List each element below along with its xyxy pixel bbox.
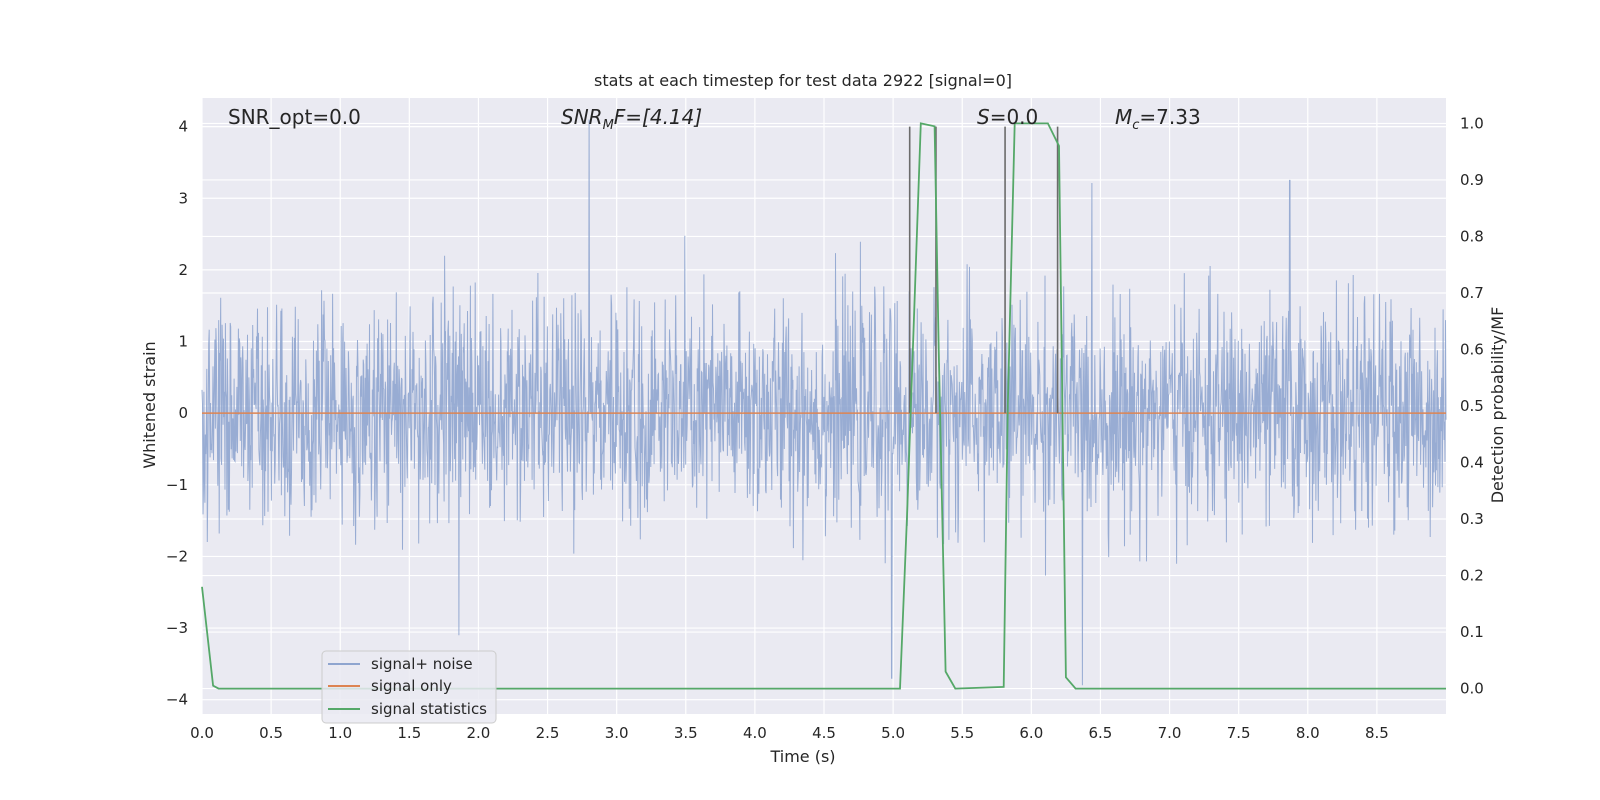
x-tick-labels: 0.0 0.5 1.0 1.5 2.0 2.5 3.0 3.5 4.0 4.5 5.0 5.5 6.0 6… — [190, 724, 1389, 742]
y-tick-label-right: 0.1 — [1460, 623, 1484, 641]
annotation-mc-sub: c — [1132, 118, 1139, 133]
x-tick-label: 1.5 — [397, 724, 421, 742]
x-tick-label: 3.5 — [674, 724, 698, 742]
x-tick-label: 7.5 — [1227, 724, 1251, 742]
annotation-mc-rest: =7.33 — [1139, 105, 1200, 129]
annotation-snr-mf-rest: F=[4.14] — [614, 105, 702, 129]
y-tick-label-right: 0.3 — [1460, 510, 1484, 528]
y-tick-label-right: 0.7 — [1460, 284, 1484, 302]
y-tick-label-right: 0.2 — [1460, 567, 1484, 585]
legend-label-signal-statistics: signal statistics — [371, 700, 487, 718]
y-tick-label-right: 0.0 — [1460, 680, 1484, 698]
y-tick-label-right: 0.5 — [1460, 397, 1484, 415]
annotation-snr-mf-main: SNR — [561, 105, 603, 129]
y-tick-label-left: −1 — [166, 476, 188, 494]
x-tick-label: 5.0 — [881, 724, 905, 742]
y-tick-label-right: 1.0 — [1460, 114, 1484, 132]
y-tick-label-right: 0.8 — [1460, 227, 1484, 245]
annotation-snr-mf: SNRMF=[4.14] — [561, 105, 702, 133]
x-tick-label: 6.5 — [1089, 724, 1113, 742]
x-tick-label: 5.5 — [950, 724, 974, 742]
y-tick-label-left: 2 — [178, 261, 188, 279]
y-tick-label-left: −2 — [166, 547, 188, 565]
x-tick-label: 3.0 — [605, 724, 629, 742]
x-tick-label: 4.5 — [812, 724, 836, 742]
x-axis-label: Time (s) — [769, 747, 835, 766]
legend-label-signal-noise: signal+ noise — [371, 655, 473, 673]
legend-label-signal-only: signal only — [371, 677, 452, 695]
x-tick-label: 0.0 — [190, 724, 214, 742]
series-signal-statistics-line — [201, 122, 1446, 690]
annotation-mc-main: M — [1115, 105, 1132, 129]
x-tick-label: 4.0 — [743, 724, 767, 742]
annotation-snr-mf-sub: M — [603, 118, 614, 133]
y-tick-label-left: 4 — [178, 118, 188, 136]
x-tick-label: 0.5 — [259, 724, 283, 742]
y-tick-labels-right: 1.0 0.9 0.8 0.7 0.6 0.5 0.4 0.3 0.2 0.1 0.0 — [1460, 114, 1484, 697]
x-tick-label: 6.0 — [1019, 724, 1043, 742]
x-tick-label: 1.0 — [328, 724, 352, 742]
y-tick-labels-left: 4 3 2 1 0 −1 −2 −3 −4 — [166, 118, 188, 709]
y-tick-label-left: 1 — [178, 333, 188, 351]
annotation-mc: Mc=7.33 — [1115, 105, 1201, 133]
x-tick-label: 2.0 — [467, 724, 491, 742]
y-tick-label-left: −3 — [166, 619, 188, 637]
legend-box — [321, 650, 497, 724]
annotation-s-rest: =0.0 — [990, 105, 1039, 129]
y-axis-label-right: Detection probability/MF — [1488, 307, 1507, 504]
y-axis-label-left: Whitened strain — [140, 341, 159, 468]
x-tick-label: 2.5 — [536, 724, 560, 742]
x-tick-label: 8.5 — [1365, 724, 1389, 742]
y-tick-label-left: 0 — [178, 404, 188, 422]
chart-title: stats at each timestep for test data 292… — [594, 71, 1012, 90]
annotation-s: S=0.0 — [977, 105, 1038, 129]
annotation-s-main: S — [977, 105, 990, 129]
y-tick-label-right: 0.6 — [1460, 340, 1484, 358]
y-tick-label-right: 0.9 — [1460, 171, 1484, 189]
annotation-snr-opt: SNR_opt=0.0 — [228, 105, 361, 129]
y-tick-label-left: −4 — [166, 691, 188, 709]
series-signal-noise-line — [201, 119, 1447, 686]
x-tick-label: 8.0 — [1296, 724, 1320, 742]
legend: signal+ noise signal only signal statist… — [321, 650, 497, 724]
x-tick-label: 7.0 — [1158, 724, 1182, 742]
y-tick-label-left: 3 — [178, 189, 188, 207]
y-tick-label-right: 0.4 — [1460, 454, 1484, 472]
grid-y — [202, 126, 1446, 701]
